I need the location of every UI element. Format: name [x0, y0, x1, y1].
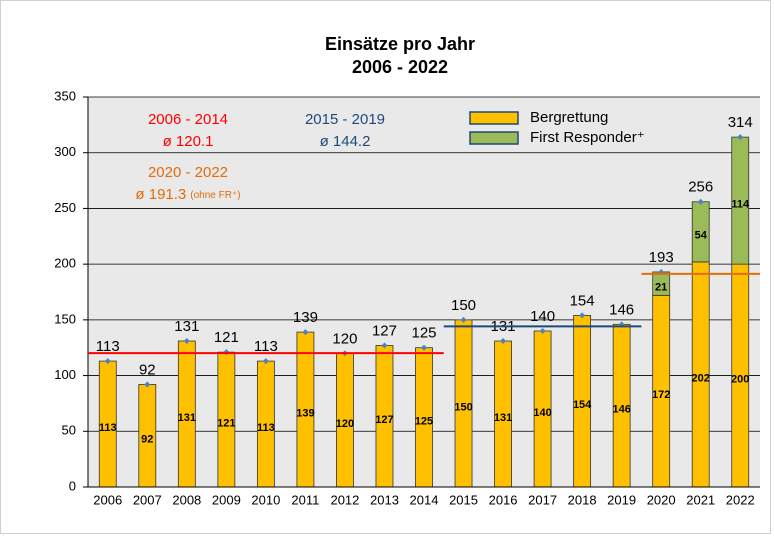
average-value-text: ø 191.3 — [135, 186, 186, 203]
total-marker — [737, 134, 744, 141]
segment-label: 202 — [692, 372, 710, 384]
x-tick-label: 2013 — [370, 492, 399, 507]
segment-label: 92 — [141, 434, 153, 446]
average-value: ø 191.3 (ohne FR⁺) — [135, 186, 240, 203]
segment-label: 21 — [655, 282, 667, 294]
y-tick-label: 200 — [54, 256, 76, 271]
average-note: (ohne FR⁺) — [190, 190, 240, 201]
legend-swatch — [469, 131, 519, 145]
x-tick-label: 2011 — [291, 492, 319, 507]
y-tick-label: 250 — [54, 200, 76, 215]
x-tick-label: 2008 — [172, 492, 201, 507]
average-value-text: ø 144.2 — [320, 133, 371, 150]
x-tick-label: 2006 — [93, 492, 122, 507]
segment-label: 121 — [217, 417, 235, 429]
average-value: ø 120.1 — [163, 133, 214, 150]
average-period: 2006 - 2014 — [148, 111, 228, 128]
total-label: 154 — [570, 292, 595, 309]
total-label: 139 — [293, 309, 318, 326]
x-tick-label: 2012 — [330, 492, 359, 507]
total-label: 127 — [372, 322, 397, 339]
y-tick-label: 100 — [54, 367, 76, 382]
x-tick-label: 2021 — [686, 492, 715, 507]
total-marker — [262, 358, 269, 365]
chart-subtitle: 2006 - 2022 — [352, 57, 448, 77]
average-value-text: ø 120.1 — [163, 133, 214, 150]
total-marker — [302, 329, 309, 336]
total-marker — [144, 381, 151, 388]
segment-label: 200 — [731, 373, 749, 385]
segment-label: 154 — [573, 399, 592, 411]
y-tick-label: 350 — [54, 88, 76, 103]
x-tick-label: 2015 — [449, 492, 478, 507]
total-marker — [421, 344, 427, 351]
total-label: 193 — [649, 249, 674, 266]
total-label: 314 — [728, 114, 753, 131]
total-label: 150 — [451, 297, 476, 314]
x-tick-label: 2022 — [726, 492, 755, 507]
total-label: 92 — [139, 361, 156, 378]
segment-label: 54 — [695, 230, 708, 242]
total-marker — [697, 198, 704, 205]
segment-label: 113 — [99, 422, 117, 434]
x-tick-label: 2007 — [133, 492, 162, 507]
total-marker — [381, 342, 388, 349]
total-label: 120 — [332, 330, 357, 347]
average-period: 2020 - 2022 — [148, 164, 228, 181]
segment-label: 127 — [375, 414, 393, 426]
total-marker — [539, 328, 546, 334]
total-marker — [104, 358, 111, 365]
y-tick-label: 50 — [62, 423, 76, 438]
segment-label: 114 — [731, 199, 750, 211]
total-marker — [579, 312, 586, 319]
legend-label: Bergrettung — [530, 109, 608, 126]
segment-label: 120 — [336, 418, 354, 430]
x-tick-label: 2009 — [212, 492, 241, 507]
legend-swatch — [469, 111, 519, 125]
segment-label: 172 — [652, 389, 670, 401]
total-label: 146 — [609, 301, 634, 318]
total-label: 256 — [688, 179, 713, 196]
chart-title: Einsätze pro Jahr — [325, 34, 475, 54]
segment-label: 140 — [533, 407, 551, 419]
total-label: 131 — [174, 318, 199, 335]
y-tick-label: 150 — [54, 311, 76, 326]
segment-label: 139 — [296, 407, 314, 419]
x-tick-label: 2016 — [489, 492, 518, 507]
segment-label: 146 — [612, 404, 630, 416]
segment-label: 131 — [178, 412, 196, 424]
segment-label: 150 — [454, 401, 472, 413]
x-tick-label: 2017 — [528, 492, 557, 507]
x-tick-label: 2019 — [607, 492, 636, 507]
total-label: 113 — [96, 338, 120, 355]
x-tick-label: 2020 — [647, 492, 676, 507]
total-label: 121 — [214, 329, 239, 346]
total-label: 140 — [530, 308, 555, 325]
total-label: 125 — [411, 325, 436, 342]
x-tick-label: 2018 — [568, 492, 597, 507]
x-tick-label: 2014 — [410, 492, 439, 507]
segment-label: 131 — [494, 412, 512, 424]
average-value: ø 144.2 — [320, 133, 371, 150]
legend-label: First Responder⁺ — [530, 129, 645, 146]
total-marker — [500, 338, 507, 345]
total-marker — [460, 316, 467, 323]
total-label: 113 — [254, 338, 278, 355]
average-period: 2015 - 2019 — [305, 111, 385, 128]
x-tick-label: 2010 — [251, 492, 280, 507]
segment-label: 125 — [415, 415, 433, 427]
total-marker — [183, 338, 190, 345]
segment-label: 113 — [257, 422, 275, 434]
y-tick-label: 0 — [69, 478, 76, 493]
y-tick-label: 300 — [54, 144, 76, 159]
